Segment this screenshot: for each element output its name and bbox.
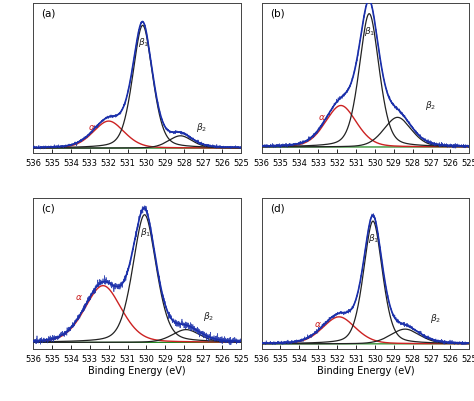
Text: $\beta_1$: $\beta_1$	[368, 231, 380, 244]
Text: $\beta_2$: $\beta_2$	[203, 309, 214, 322]
Text: (a): (a)	[42, 8, 56, 18]
Text: (d): (d)	[270, 203, 284, 213]
Text: $\beta_2$: $\beta_2$	[429, 311, 441, 324]
Text: $\alpha$: $\alpha$	[75, 292, 82, 301]
Text: $\beta_1$: $\beta_1$	[138, 36, 149, 49]
Text: $\alpha$: $\alpha$	[314, 319, 322, 328]
Text: $\beta_1$: $\beta_1$	[365, 25, 376, 38]
Text: $\beta_2$: $\beta_2$	[197, 121, 208, 134]
X-axis label: Binding Energy (eV): Binding Energy (eV)	[88, 365, 186, 375]
Text: $\alpha$: $\alpha$	[318, 113, 326, 122]
Text: $\alpha$: $\alpha$	[88, 123, 96, 132]
Text: $\beta_2$: $\beta_2$	[425, 99, 436, 111]
Text: $\beta_1$: $\beta_1$	[140, 225, 151, 238]
Text: (c): (c)	[42, 203, 55, 213]
Text: (b): (b)	[270, 8, 284, 18]
X-axis label: Binding Energy (eV): Binding Energy (eV)	[317, 365, 414, 375]
